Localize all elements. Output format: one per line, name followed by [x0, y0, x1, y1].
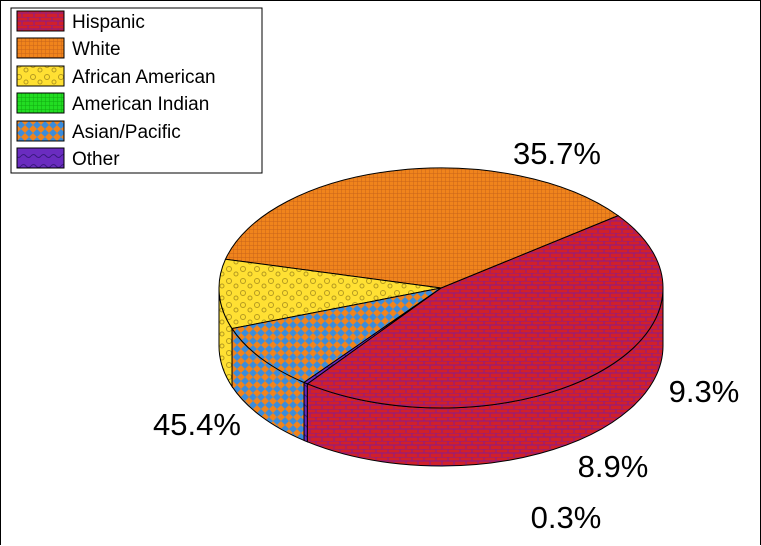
legend-label-asian-pacific: Asian/Pacific	[72, 122, 181, 143]
slice-african-american	[218, 258, 442, 330]
slice-other	[303, 287, 442, 385]
legend: Hispanic White African American American…	[10, 7, 263, 174]
legend-swatch-american-indian	[16, 92, 65, 114]
legend-label-american-indian: American Indian	[72, 94, 209, 115]
pie-labels: 45.4% 35.7% 9.3% 8.9% 0.3%	[153, 136, 739, 535]
legend-label-other: Other	[72, 149, 120, 170]
legend-swatch-white	[16, 37, 65, 59]
legend-swatch-hispanic	[16, 10, 65, 32]
legend-box	[10, 7, 263, 174]
pie-tops	[218, 167, 664, 409]
legend-label-hispanic: Hispanic	[72, 12, 145, 33]
legend-label-african-american: African American	[72, 67, 216, 88]
slice-asian-pacific	[231, 287, 442, 384]
slice-hispanic	[306, 215, 664, 409]
slice-label-white: 35.7%	[513, 136, 601, 171]
legend-swatch-asian-pacific	[16, 120, 65, 142]
slice-label-other: 0.3%	[531, 500, 602, 535]
legend-swatch-african-american	[16, 65, 65, 87]
legend-label-white: White	[72, 39, 121, 60]
slice-white	[224, 167, 620, 289]
legend-swatch-other	[16, 147, 65, 169]
pie-sides	[218, 287, 664, 467]
slice-label-african-american: 9.3%	[669, 374, 740, 409]
slice-label-asian-pacific: 8.9%	[578, 449, 649, 484]
slice-label-hispanic: 45.4%	[153, 407, 241, 442]
